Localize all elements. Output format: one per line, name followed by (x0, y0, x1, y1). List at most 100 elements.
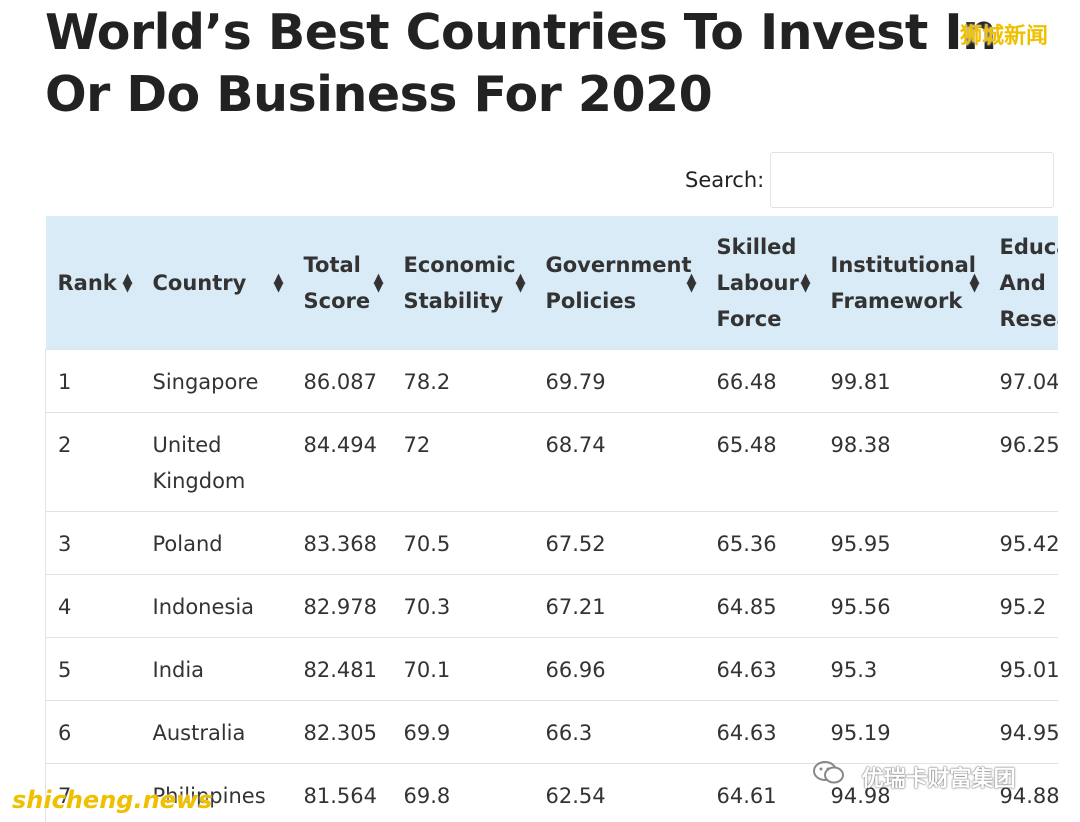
table-container: Rank ▲ ▼ Country ▲ ▼ Total Score ▲ ▼ Econom… (45, 216, 1058, 822)
cell-country: United Kingdom (140, 412, 292, 512)
sort-icon[interactable]: ▲ ▼ (273, 270, 284, 295)
table-header-row: Rank ▲ ▼ Country ▲ ▼ Total Score ▲ ▼ Econom… (45, 216, 1059, 350)
search-label: Search: (685, 168, 765, 192)
cell-government-policies: 68.74 (533, 412, 705, 512)
table-row: 6 Australia 82.305 69.9 66.3 64.63 95.19… (45, 700, 1058, 764)
table-row: 7 Philippines 81.564 69.8 62.54 64.61 94… (45, 763, 1058, 822)
sort-icon[interactable]: ▲ ▼ (515, 270, 526, 295)
cell-country: Philippines (140, 763, 292, 822)
cell-skilled-labour-force: 64.61 (704, 763, 819, 822)
watermark-bottom-left: shicheng.news (12, 786, 213, 814)
cell-government-policies: 69.79 (533, 349, 705, 413)
watermark-top-right: 狮城新闻 (960, 24, 1049, 49)
column-header-education-and-research[interactable]: Education And Research ▲▼ (987, 216, 1059, 350)
column-header-label: Education And Research (999, 234, 1059, 331)
cell-country: Singapore (140, 349, 292, 413)
cell-skilled-labour-force: 64.63 (704, 700, 819, 764)
page-title-line-1: World’s Best Countries To Invest In (45, 4, 997, 61)
table-row: 4 Indonesia 82.978 70.3 67.21 64.85 95.5… (45, 574, 1058, 638)
column-header-label: Country (152, 270, 247, 295)
column-header-institutional-framework[interactable]: Institutional Framework ▲ ▼ (818, 216, 988, 350)
cell-government-policies: 66.96 (533, 637, 705, 701)
page-title-line-2: Or Do Business For 2020 (45, 66, 713, 123)
table-row: 2 United Kingdom 84.494 72 68.74 65.48 9… (45, 412, 1058, 512)
cell-economic-stability: 70.1 (391, 637, 534, 701)
cell-institutional-framework: 95.3 (818, 637, 988, 701)
column-header-label: Institutional Framework (830, 252, 976, 313)
cell-rank: 2 (45, 412, 141, 512)
column-header-skilled-labour-force[interactable]: Skilled Labour Force ▲ ▼ (704, 216, 819, 350)
cell-rank: 1 (45, 349, 141, 413)
cell-economic-stability: 72 (391, 412, 534, 512)
cell-education-and-research: 94.88 (987, 763, 1058, 822)
cell-rank: 3 (45, 511, 141, 575)
column-header-total-score[interactable]: Total Score ▲ ▼ (291, 216, 392, 350)
cell-rank: 6 (45, 700, 141, 764)
sort-icon[interactable]: ▲ ▼ (686, 270, 697, 295)
cell-government-policies: 67.21 (533, 574, 705, 638)
cell-institutional-framework: 95.19 (818, 700, 988, 764)
cell-economic-stability: 69.9 (391, 700, 534, 764)
cell-economic-stability: 69.8 (391, 763, 534, 822)
column-header-country[interactable]: Country ▲ ▼ (140, 216, 292, 350)
page-title: World’s Best Countries To Invest In Or D… (45, 2, 997, 126)
cell-government-policies: 62.54 (533, 763, 705, 822)
cell-institutional-framework: 95.95 (818, 511, 988, 575)
sort-icon[interactable]: ▲ ▼ (969, 270, 980, 295)
table-body: 1 Singapore 86.087 78.2 69.79 66.48 99.8… (45, 349, 1058, 822)
cell-total-score: 81.564 (291, 763, 392, 822)
rankings-table: Rank ▲ ▼ Country ▲ ▼ Total Score ▲ ▼ Econom… (45, 216, 1058, 822)
cell-rank: 4 (45, 574, 141, 638)
sort-icon[interactable]: ▲ ▼ (373, 270, 384, 295)
table-row: 5 India 82.481 70.1 66.96 64.63 95.3 95.… (45, 637, 1058, 701)
table-header: Rank ▲ ▼ Country ▲ ▼ Total Score ▲ ▼ Econom… (45, 216, 1059, 350)
column-header-label: Economic Stability (403, 252, 516, 313)
cell-total-score: 84.494 (291, 412, 392, 512)
cell-education-and-research: 96.25 (987, 412, 1058, 512)
table-row: 1 Singapore 86.087 78.2 69.79 66.48 99.8… (45, 349, 1058, 413)
cell-institutional-framework: 99.81 (818, 349, 988, 413)
column-header-government-policies[interactable]: Government Policies ▲ ▼ (533, 216, 705, 350)
cell-rank: 5 (45, 637, 141, 701)
cell-total-score: 83.368 (291, 511, 392, 575)
cell-government-policies: 67.52 (533, 511, 705, 575)
column-header-label: Government Policies (545, 252, 692, 313)
column-header-economic-stability[interactable]: Economic Stability ▲ ▼ (391, 216, 534, 350)
cell-total-score: 82.978 (291, 574, 392, 638)
cell-government-policies: 66.3 (533, 700, 705, 764)
table-row: 3 Poland 83.368 70.5 67.52 65.36 95.95 9… (45, 511, 1058, 575)
search-input[interactable] (770, 152, 1054, 208)
cell-total-score: 86.087 (291, 349, 392, 413)
cell-education-and-research: 94.95 (987, 700, 1058, 764)
cell-economic-stability: 70.3 (391, 574, 534, 638)
sort-icon[interactable]: ▲ ▼ (800, 270, 811, 295)
cell-education-and-research: 97.04 (987, 349, 1058, 413)
cell-economic-stability: 70.5 (391, 511, 534, 575)
cell-country: Australia (140, 700, 292, 764)
cell-skilled-labour-force: 66.48 (704, 349, 819, 413)
column-header-label: Rank (57, 270, 117, 295)
sort-icon[interactable]: ▲ ▼ (122, 270, 133, 295)
cell-institutional-framework: 95.56 (818, 574, 988, 638)
cell-education-and-research: 95.2 (987, 574, 1058, 638)
watermark-bottom-right-text: 优瑞卡财富集团 (861, 767, 1016, 792)
cell-education-and-research: 95.01 (987, 637, 1058, 701)
column-header-label: Total Score (303, 252, 371, 313)
cell-country: India (140, 637, 292, 701)
cell-country: Indonesia (140, 574, 292, 638)
wechat-icon (812, 760, 846, 792)
cell-skilled-labour-force: 64.63 (704, 637, 819, 701)
cell-education-and-research: 95.42 (987, 511, 1058, 575)
cell-total-score: 82.481 (291, 637, 392, 701)
cell-skilled-labour-force: 64.85 (704, 574, 819, 638)
cell-skilled-labour-force: 65.48 (704, 412, 819, 512)
watermark-bottom-right: 优瑞卡财富集团 (812, 760, 1016, 793)
cell-institutional-framework: 98.38 (818, 412, 988, 512)
column-header-rank[interactable]: Rank ▲ ▼ (45, 216, 141, 350)
column-header-label: Skilled Labour Force (716, 234, 799, 331)
cell-skilled-labour-force: 65.36 (704, 511, 819, 575)
cell-total-score: 82.305 (291, 700, 392, 764)
cell-rank: 7 (45, 763, 141, 822)
cell-institutional-framework: 94.98 (818, 763, 988, 822)
cell-economic-stability: 78.2 (391, 349, 534, 413)
